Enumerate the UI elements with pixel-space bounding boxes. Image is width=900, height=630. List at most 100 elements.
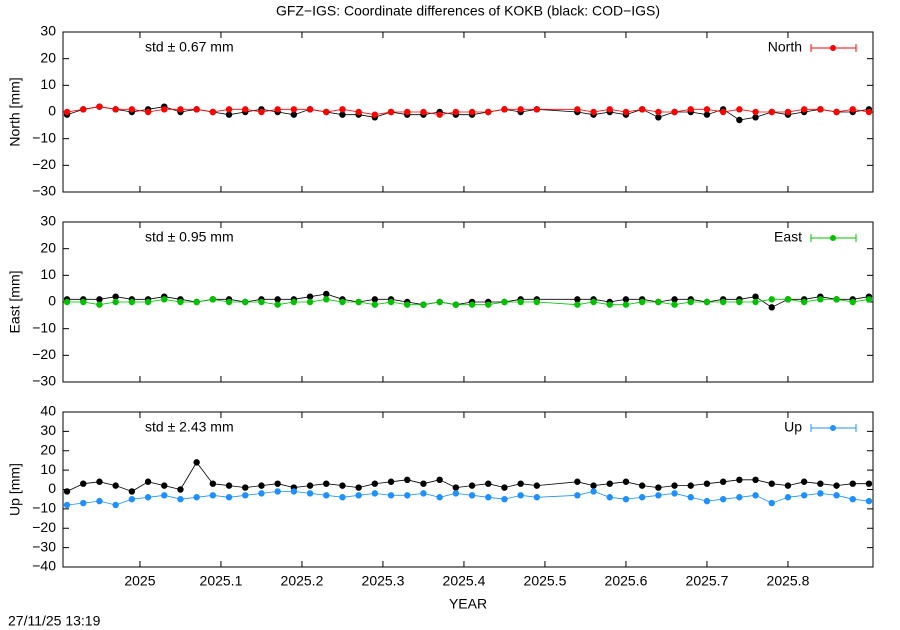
data-point <box>242 484 249 491</box>
data-point <box>671 296 678 303</box>
data-point <box>590 108 597 116</box>
data-point <box>719 495 727 503</box>
data-point <box>225 298 233 306</box>
data-point <box>574 492 581 499</box>
data-point <box>96 497 103 505</box>
y-tick-label: 30 <box>40 422 56 438</box>
data-point <box>606 494 613 501</box>
data-point <box>274 488 281 495</box>
data-point <box>719 298 727 306</box>
data-point <box>752 108 759 116</box>
data-point <box>468 301 476 308</box>
y-axis-label: Up [mm] <box>7 463 23 516</box>
data-point <box>638 494 646 501</box>
data-point <box>452 301 460 308</box>
data-point <box>371 301 379 308</box>
data-point <box>485 108 492 116</box>
y-tick-label: −30 <box>32 183 56 199</box>
x-tick-label: 2025.7 <box>686 573 729 589</box>
y-tick-label: −20 <box>32 519 56 535</box>
data-point <box>736 116 743 124</box>
data-point <box>193 494 200 501</box>
data-point <box>768 480 775 487</box>
data-point <box>128 488 136 495</box>
data-point <box>225 494 233 501</box>
data-point <box>128 495 136 503</box>
data-point <box>622 108 630 116</box>
y-tick-label: 30 <box>40 23 56 39</box>
data-point <box>517 298 524 306</box>
data-point <box>638 298 646 306</box>
data-point <box>306 298 314 306</box>
data-point <box>574 478 581 485</box>
data-point <box>800 492 808 499</box>
y-tick-label: −40 <box>32 558 56 574</box>
data-point <box>112 293 119 300</box>
data-point <box>339 106 346 113</box>
data-point <box>144 478 152 485</box>
data-point <box>800 298 808 306</box>
data-point <box>258 482 265 489</box>
data-point <box>849 106 856 113</box>
legend-symbol <box>830 235 836 241</box>
y-tick-label: −10 <box>32 500 56 516</box>
data-point <box>112 298 119 306</box>
data-point <box>404 108 411 116</box>
data-point <box>865 108 873 116</box>
data-point <box>96 478 103 485</box>
data-point <box>606 106 613 113</box>
data-point <box>128 106 136 113</box>
legend-symbol <box>830 45 836 51</box>
data-point <box>533 106 541 113</box>
y-axis-label: North [mm] <box>7 77 23 146</box>
data-point <box>225 111 233 118</box>
data-point <box>671 301 678 308</box>
data-point <box>752 114 759 121</box>
data-point <box>371 480 379 487</box>
data-point <box>517 106 524 113</box>
data-point <box>687 298 694 306</box>
data-point <box>274 296 281 303</box>
y-tick-label: −30 <box>32 538 56 554</box>
y-tick-label: 0 <box>48 103 56 119</box>
data-point <box>703 111 711 118</box>
data-point <box>193 459 200 466</box>
y-tick-label: 20 <box>40 441 56 457</box>
data-point <box>355 298 362 306</box>
data-point <box>768 304 775 311</box>
data-point <box>80 499 87 507</box>
data-point <box>209 108 217 116</box>
data-point <box>590 298 597 306</box>
data-point <box>736 476 743 484</box>
data-point <box>703 480 711 487</box>
data-point <box>800 478 808 485</box>
x-tick-label: 2025.3 <box>362 573 405 589</box>
data-point <box>501 298 508 306</box>
data-point <box>849 480 856 487</box>
data-point <box>63 501 71 509</box>
data-point <box>420 108 427 116</box>
data-point <box>719 108 727 116</box>
data-point <box>144 108 152 116</box>
data-point <box>323 296 330 303</box>
data-point <box>323 290 330 298</box>
data-point <box>833 492 840 499</box>
data-point <box>242 298 249 306</box>
data-point <box>112 501 119 509</box>
data-point <box>817 106 824 113</box>
data-point <box>833 482 840 489</box>
data-point <box>80 106 87 113</box>
data-point <box>193 106 200 113</box>
data-point <box>144 298 152 306</box>
data-point <box>128 298 136 306</box>
data-point <box>339 111 346 118</box>
data-point <box>703 106 711 113</box>
data-point <box>606 480 613 487</box>
data-point <box>225 106 233 113</box>
data-point <box>752 476 759 484</box>
data-point <box>274 301 281 308</box>
data-point <box>323 492 330 499</box>
data-point <box>161 296 168 303</box>
data-point <box>242 492 249 499</box>
